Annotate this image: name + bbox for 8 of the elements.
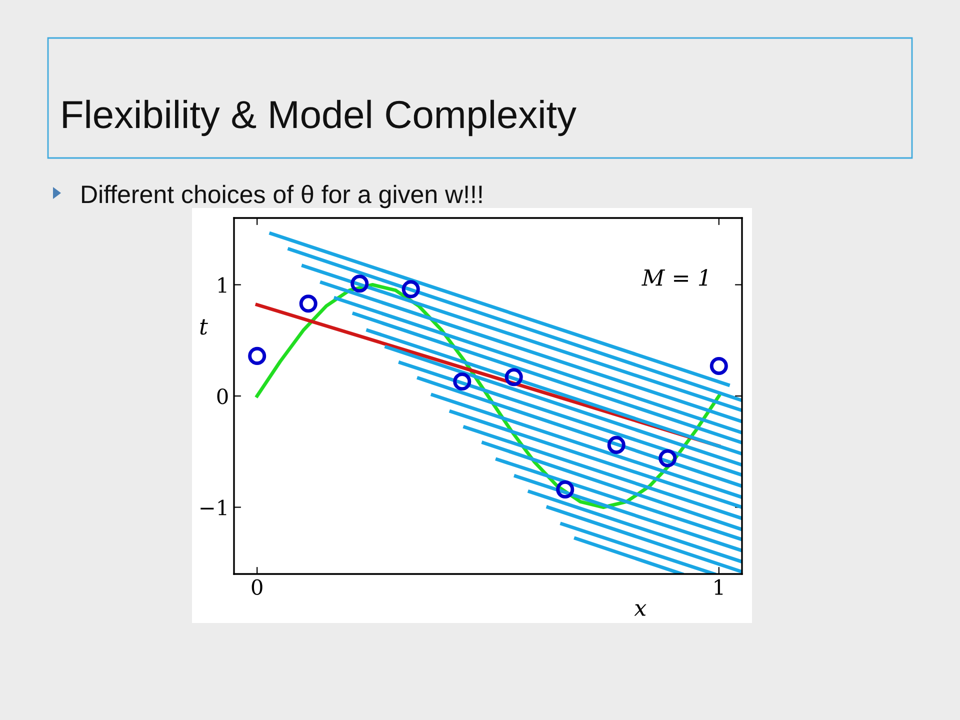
y-tick-label: 1	[218, 277, 226, 293]
x-axis-title: x	[634, 604, 646, 616]
y-tick-label: 0	[217, 388, 228, 404]
chart-title: Flexibility & Model Complexity	[63, 100, 576, 136]
y-axis-title: t	[200, 319, 208, 335]
annotation: M = 1	[642, 269, 708, 286]
chart-subtitle: Different choices of θ for a given w!!!	[82, 184, 482, 208]
y-tick-label: −1	[200, 500, 226, 516]
